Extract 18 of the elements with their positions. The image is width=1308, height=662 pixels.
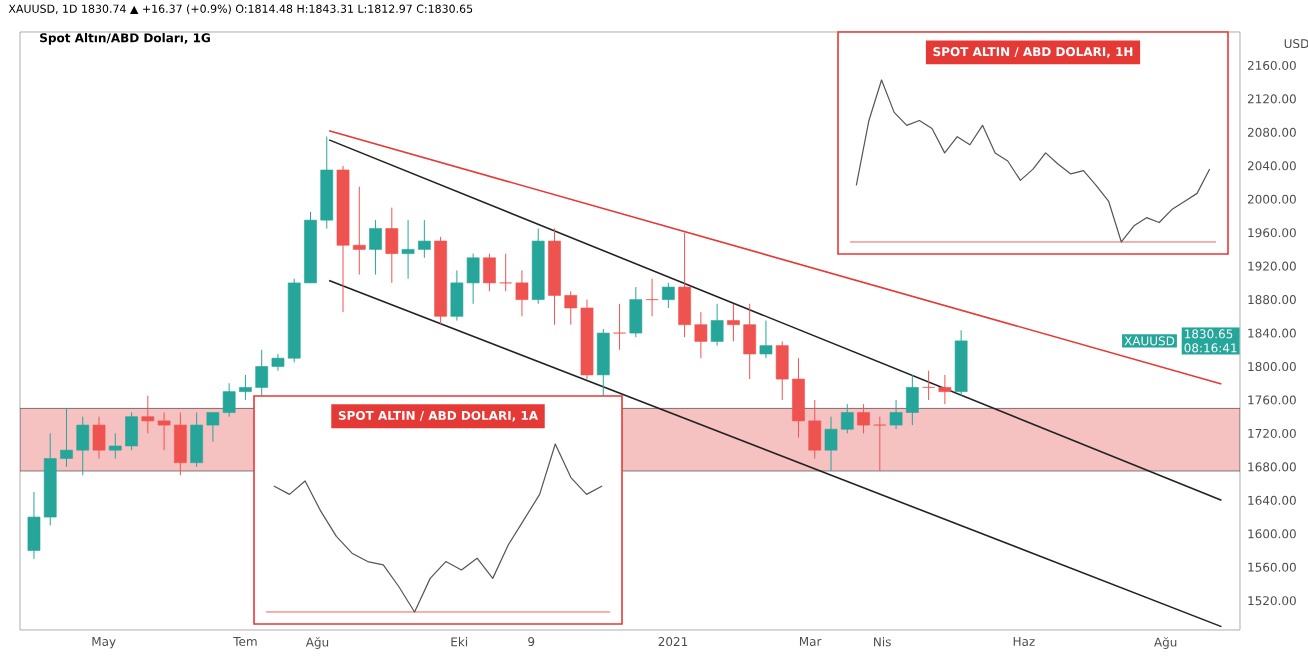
candlestick [76, 416, 90, 476]
candlestick [645, 278, 659, 317]
candlestick [678, 232, 691, 338]
candlestick [596, 328, 610, 397]
candlestick [385, 207, 399, 284]
candlestick [369, 219, 382, 276]
candlestick [727, 303, 740, 342]
candlestick [710, 303, 724, 347]
candlestick [92, 416, 106, 460]
candlestick [873, 416, 887, 472]
candlestick [662, 282, 675, 309]
candlestick [629, 286, 643, 338]
candlestick [743, 303, 757, 380]
candlestick [857, 403, 870, 434]
candlestick [613, 303, 626, 351]
candlestick [483, 253, 496, 292]
candlestick [694, 311, 708, 359]
candlestick [759, 320, 773, 359]
